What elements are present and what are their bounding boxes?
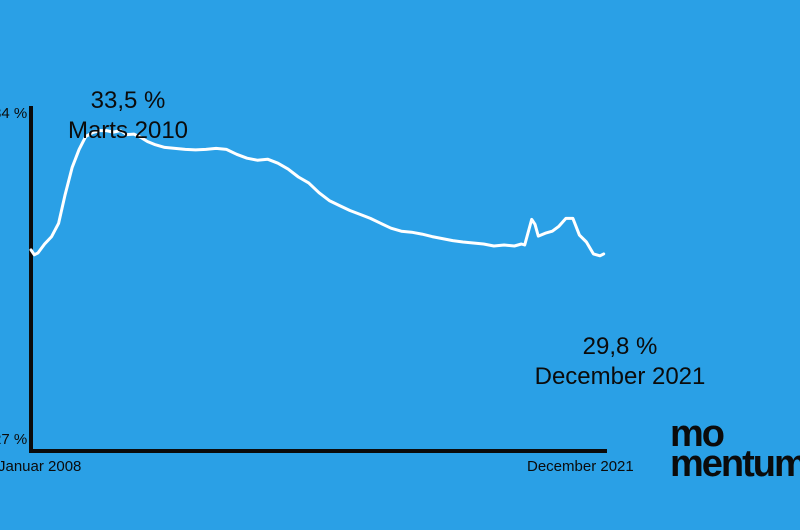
x-start-label: Januar 2008 bbox=[0, 458, 81, 475]
logo-line1: mo bbox=[670, 413, 724, 455]
series-line bbox=[29, 129, 606, 258]
peak-date-annotation: Marts 2010 bbox=[68, 117, 188, 144]
logo-line2: mentum bbox=[670, 443, 800, 485]
y-top-label: 34 % bbox=[0, 105, 27, 122]
peak-value-annotation: 33,5 % bbox=[91, 87, 166, 114]
y-bottom-label: 27 % bbox=[0, 431, 27, 448]
x-end-label: December 2021 bbox=[527, 458, 634, 475]
end-date-annotation: December 2021 bbox=[535, 363, 706, 390]
end-value-annotation: 29,8 % bbox=[583, 333, 658, 360]
